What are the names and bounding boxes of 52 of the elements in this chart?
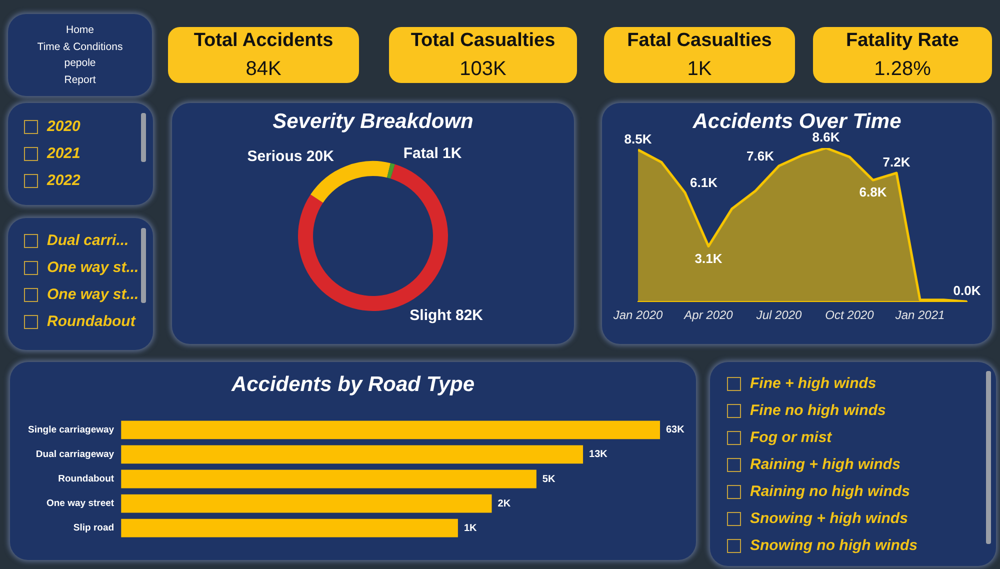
data-label: 8.5K [624,131,652,146]
data-label: 1K [464,522,478,534]
text: Fine + high winds [750,375,876,393]
text: 1K [686,57,713,81]
chart-title: Severity Breakdown [272,110,474,134]
slice-label: Serious 20K [247,148,334,166]
data-label: 0.0K [953,283,982,298]
data-label: 13K [589,449,608,460]
data-label: 6.1K [690,175,718,190]
x-tick-label: Apr 2020 [683,308,734,322]
text: 2020 [47,118,80,136]
text: Raining + high winds [750,456,900,474]
text: 2021 [47,145,80,163]
text: 103K [458,57,508,81]
x-tick-label: Jan 2021 [894,308,945,322]
text: Snowing + high winds [750,510,908,528]
data-label: 63K [666,424,686,436]
y-tick-label: Dual carriageway [36,449,115,460]
y-tick-label: One way street [46,498,115,510]
text: Dual carri... [47,232,129,250]
text: Total Casualties [410,29,556,53]
slice-label: Fatal 1K [403,145,462,162]
text: Fatality Rate [845,29,960,53]
y-tick-label: Slip road [73,522,114,534]
text: 2022 [47,172,80,190]
text: Snowing no high winds [750,537,918,555]
text: 1.28% [873,57,932,81]
slice-label: Slight 82K [410,307,484,324]
x-tick-label: Oct 2020 [825,308,874,322]
text: Home [64,24,95,37]
y-tick-label: Roundabout [58,474,115,485]
text: Report [63,74,97,86]
text: 84K [244,57,282,81]
y-tick-label: Single carriageway [28,424,115,436]
x-tick-label: Jul 2020 [755,308,802,322]
text: Fine no high winds [750,402,886,420]
data-label: 7.2K [882,154,911,170]
data-label: 3.1K [694,250,723,266]
data-label: 5K [542,474,556,485]
text: Fog or mist [750,429,832,447]
data-label: 2K [498,498,512,510]
text: Total Accidents [192,29,334,53]
text: One way st... [47,286,139,304]
data-label: 6.8K [859,184,888,200]
text: pepole [63,57,97,70]
chart-title: Accidents by Road Type [230,373,476,397]
x-tick-label: Jan 2020 [612,308,664,322]
text: Time & Conditions [36,40,124,54]
text: One way st... [47,259,139,277]
text: Fatal Casualties [626,29,773,53]
data-label: 7.6K [746,148,775,164]
text: Raining no high winds [750,483,910,501]
